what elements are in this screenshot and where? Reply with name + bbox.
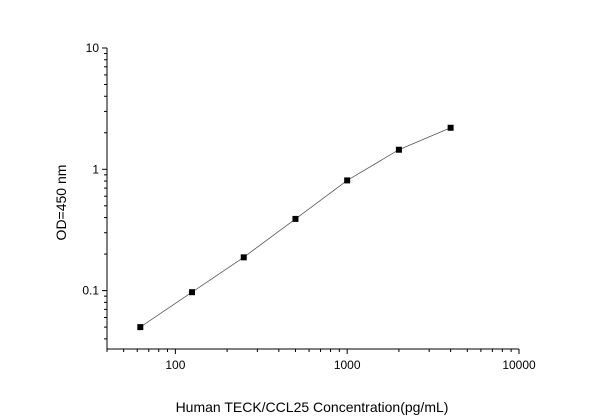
data-points [137, 124, 454, 331]
data-point [395, 146, 402, 153]
y-tick-label: 0.1 [82, 284, 99, 298]
data-point [240, 254, 247, 261]
data-point [447, 124, 454, 131]
y-axis-ticks: 0.1 1 10 [82, 41, 107, 340]
y-axis-title: OD=450 nm [53, 165, 69, 241]
data-point [189, 289, 196, 296]
x-axis-title: Human TECK/CCL25 Concentration(pg/mL) [176, 399, 449, 415]
y-tick-label: 10 [86, 41, 100, 55]
x-axis-ticks: 100 1000 10000 [106, 349, 536, 372]
x-tick-label: 10000 [502, 358, 536, 372]
x-tick-label: 1000 [334, 358, 361, 372]
y-tick-label: 1 [92, 162, 99, 176]
axes [106, 48, 519, 350]
data-point [292, 215, 299, 222]
x-tick-label: 100 [165, 358, 185, 372]
data-point [344, 177, 351, 184]
fit-curve-line [140, 127, 451, 328]
data-point [137, 324, 144, 331]
